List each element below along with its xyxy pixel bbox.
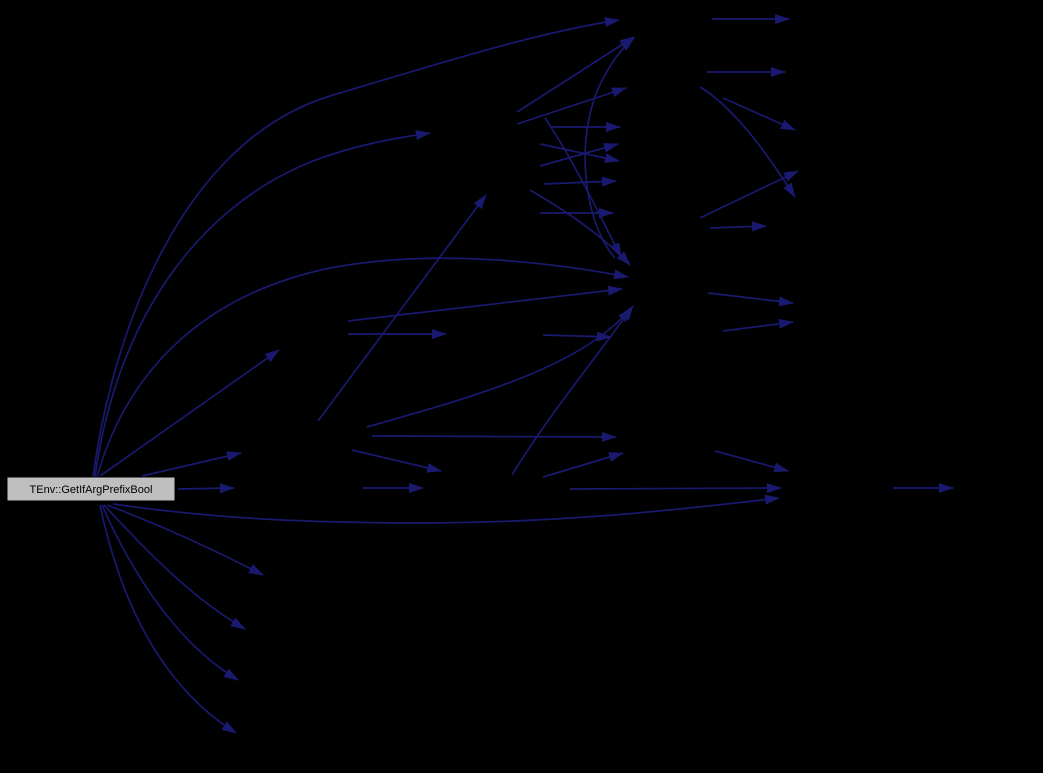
call-edge-18	[511, 305, 634, 476]
call-edge-27	[539, 142, 619, 167]
call-edge-4	[141, 451, 242, 477]
call-edge-21	[542, 452, 624, 478]
call-edge-23	[584, 37, 635, 259]
root-node: TEnv::GetIfArgPrefixBool	[6, 476, 176, 502]
call-edge-35	[699, 86, 796, 198]
call-edge-19	[569, 483, 782, 494]
call-edge-5	[177, 483, 235, 494]
call-edge-36	[699, 170, 799, 219]
call-edge-29	[543, 176, 617, 187]
call-edge-8	[103, 504, 246, 630]
call-edge-7	[106, 504, 264, 576]
call-edge-40	[714, 450, 789, 473]
call-edge-12	[347, 285, 623, 322]
call-edge-25	[516, 87, 627, 125]
call-edge-28	[539, 143, 620, 163]
call-edge-22	[516, 36, 635, 113]
call-edge-37	[709, 221, 767, 232]
call-edge-14	[366, 307, 632, 428]
call-edge-30	[529, 189, 631, 266]
call-edge-0	[92, 17, 620, 478]
edges-group	[92, 14, 954, 734]
root-node-label: TEnv::GetIfArgPrefixBool	[30, 484, 153, 496]
call-edge-3	[99, 349, 280, 477]
call-edge-9	[101, 504, 239, 681]
call-edge-17	[542, 331, 612, 342]
root-node-box	[6, 476, 176, 502]
call-edge-1	[94, 130, 431, 478]
call-edge-38	[707, 292, 794, 307]
call-edge-10	[99, 504, 237, 734]
call-edge-39	[722, 318, 794, 332]
call-edge-2	[96, 257, 629, 478]
call-edge-15	[351, 449, 442, 473]
call-edge-34	[722, 97, 796, 131]
call-edge-20	[371, 431, 617, 442]
call-edge-6	[112, 494, 780, 524]
call-edge-13	[317, 194, 487, 422]
